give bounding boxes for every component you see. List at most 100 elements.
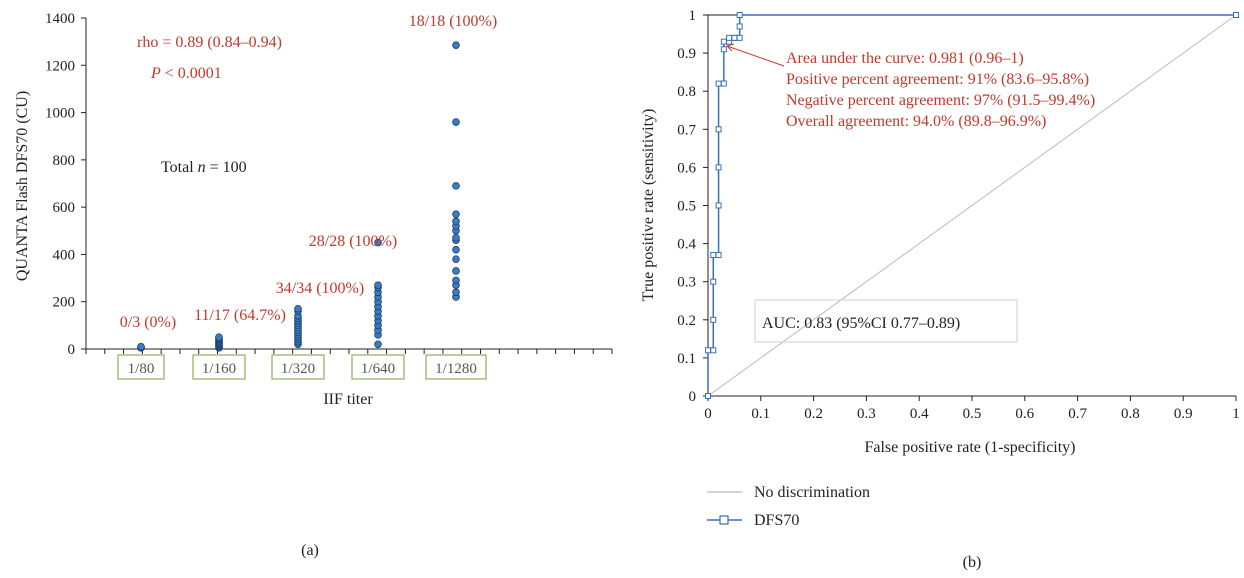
b-x-tick-label: 1: [1232, 406, 1240, 422]
auc-arrow-head: [726, 43, 735, 52]
group-agreement-label: 28/28 (100%): [309, 233, 397, 250]
b-y-tick-label: 0.3: [677, 275, 696, 291]
titer-box: [192, 354, 246, 380]
roc-point-marker: [720, 38, 727, 45]
b-y-tick-label: 0.1: [677, 351, 696, 367]
b-x-tick-label: 0.5: [963, 406, 982, 422]
b-x-tick-label: 0.6: [1015, 406, 1034, 422]
group-agreement-label: 34/34 (100%): [276, 280, 364, 297]
a-x-axis-label: IIF titer: [323, 391, 373, 408]
legend-no-discrimination-label: No discrimination: [754, 484, 870, 501]
roc-point-marker: [715, 126, 722, 133]
b-y-tick-label: 0.7: [677, 122, 696, 138]
b-y-tick-label: 0: [689, 389, 697, 405]
roc-point-marker: [710, 278, 717, 285]
data-point: [452, 182, 460, 190]
auc-ci-label: AUC: 0.83 (95%CI 0.77–0.89): [762, 315, 960, 332]
a-y-tick-label: 400: [53, 247, 76, 263]
data-point: [452, 267, 460, 275]
a-y-tick-label: 1000: [45, 106, 75, 122]
panel-a: 0 200 400 600 800 1000 1200 1400 1/80 1/160 1/320…: [14, 11, 613, 559]
data-point: [452, 210, 460, 219]
b-y-tick-label: 0.4: [677, 237, 696, 253]
titer-box: [117, 354, 165, 380]
data-point: [137, 342, 145, 351]
auc-box: [754, 299, 1018, 343]
b-x-tick-label: 0.8: [1121, 406, 1140, 422]
roc-point-marker: [715, 202, 722, 209]
b-x-tick-label: 0.1: [751, 406, 770, 422]
data-point: [452, 255, 460, 263]
p-value-label-italic: P < 0.0001: [150, 65, 222, 82]
roc-point-marker: [736, 12, 743, 18]
agreement-annotation: Area under the curve: 0.981 (0.96–1): [786, 50, 1024, 67]
a-y-tick-label: 200: [53, 295, 76, 311]
titer-box: [271, 354, 325, 380]
b-y-tick-label: 0.8: [677, 84, 696, 100]
group-agreement-label: 11/17 (64.7%): [194, 307, 286, 324]
roc-point-marker: [720, 80, 727, 87]
titer-label: 1/80: [128, 361, 155, 377]
b-x-tick-label: 0.3: [857, 406, 876, 422]
data-point: [374, 340, 382, 349]
b-y-tick-label: 0.6: [677, 160, 696, 176]
agreement-annotation: Negative percent agreement: 97% (91.5–99…: [786, 92, 1095, 109]
titer-label: 1/1280: [435, 361, 477, 377]
a-y-tick-label: 1200: [45, 58, 75, 74]
b-x-axis-label: False positive rate (1-specificity): [864, 439, 1075, 456]
data-point: [452, 118, 460, 126]
titer-box: [425, 354, 487, 380]
panel-b: 0 0.1 0.2 0.3 0.4 0.5 0.6 0.7 0.8 0.9 1 0 0.1 0.2 0.3…: [640, 8, 1240, 571]
legend-dfs70-marker: [719, 515, 729, 525]
roc-point-marker: [715, 164, 722, 171]
b-x-tick-label: 0.9: [1174, 406, 1193, 422]
b-y-tick-label: 0.9: [677, 46, 696, 62]
data-point: [374, 238, 382, 247]
roc-point-marker: [705, 393, 711, 399]
b-y-tick-label: 1: [689, 8, 697, 24]
legend-dfs70-label: DFS70: [754, 512, 799, 529]
data-point: [452, 234, 460, 242]
a-y-axis-label: QUANTA Flash DFS70 (CU): [14, 91, 31, 281]
data-point: [452, 276, 460, 285]
roc-point-marker: [710, 316, 717, 323]
b-x-tick-label: 0.7: [1068, 406, 1087, 422]
roc-point-marker: [715, 80, 722, 87]
agreement-annotation: Positive percent agreement: 91% (83.6–95…: [786, 71, 1089, 88]
roc-point-marker: [736, 34, 743, 41]
rho-label: rho = 0.89 (0.84–0.94): [137, 34, 282, 51]
data-point: [452, 217, 460, 226]
data-point: [294, 305, 302, 313]
roc-point-marker: [720, 46, 727, 53]
roc-point-marker: [736, 23, 743, 30]
b-x-tick-label: 0.4: [910, 406, 929, 422]
data-point: [452, 41, 460, 49]
panel-b-label: (b): [963, 554, 982, 571]
data-point: [452, 288, 460, 297]
agreement-annotation: Overall agreement: 94.0% (89.8–96.9%): [786, 113, 1046, 130]
a-y-tick-label: 800: [53, 153, 76, 169]
roc-point-marker: [1233, 12, 1239, 18]
group-agreement-label: 18/18 (100%): [409, 13, 497, 30]
b-y-tick-label: 0.2: [677, 313, 696, 329]
titer-label: 1/320: [281, 361, 315, 377]
b-x-tick-label: 0: [704, 406, 712, 422]
roc-point-marker: [705, 347, 711, 354]
b-x-tick-label: 0.2: [804, 406, 823, 422]
panel-a-label: (a): [301, 542, 319, 559]
auc-annotation-arrow: [726, 45, 785, 67]
titer-box: [351, 354, 405, 380]
roc-point-marker: [726, 34, 733, 41]
titer-label: 1/160: [202, 361, 236, 377]
data-point: [215, 333, 223, 341]
roc-point-marker: [710, 252, 717, 259]
data-point: [374, 281, 382, 289]
a-y-tick-label: 0: [68, 342, 76, 358]
data-point: [452, 245, 460, 254]
total-n-label: Total n = 100: [161, 159, 247, 176]
b-y-axis-label: True positive rate (sensitivity): [640, 109, 657, 302]
titer-label: 1/640: [361, 361, 395, 377]
no-discrimination-line: [707, 14, 1237, 397]
b-y-tick-label: 0.5: [677, 199, 696, 215]
